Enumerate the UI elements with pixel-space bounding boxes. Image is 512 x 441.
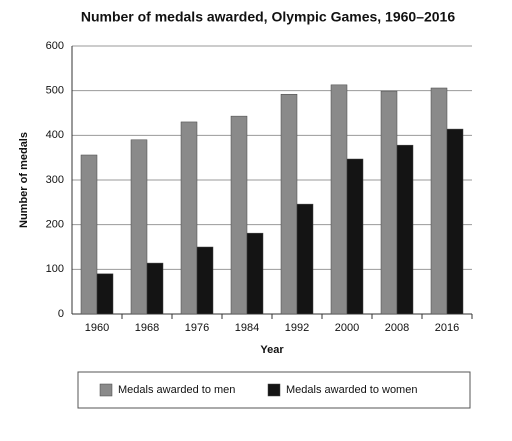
- bar: [130, 139, 148, 315]
- bar: [430, 87, 448, 315]
- y-tick-label: 300: [46, 174, 64, 186]
- legend-swatch: [99, 383, 113, 397]
- legend-label: Medals awarded to women: [286, 384, 417, 396]
- y-tick-label: 500: [46, 85, 64, 97]
- x-tick-label: 2000: [335, 322, 359, 334]
- bar: [396, 144, 414, 315]
- legend-swatch: [267, 383, 281, 397]
- x-tick-label: 1968: [135, 322, 159, 334]
- bar: [196, 246, 214, 315]
- y-axis-title: Number of medals: [18, 132, 30, 228]
- bar: [346, 158, 364, 315]
- bar: [96, 273, 114, 315]
- y-tick-label: 400: [46, 129, 64, 141]
- bar: [446, 128, 464, 315]
- bar: [180, 121, 198, 315]
- bar: [280, 93, 298, 315]
- y-tick-label: 600: [46, 40, 64, 52]
- x-tick-label: 2008: [385, 322, 409, 334]
- bar: [246, 232, 264, 315]
- x-tick-label: 1976: [185, 322, 209, 334]
- x-axis-title: Year: [260, 344, 284, 356]
- legend-box: [77, 371, 471, 409]
- bar: [380, 90, 398, 315]
- y-tick-label: 200: [46, 219, 64, 231]
- x-tick-label: 1960: [85, 322, 109, 334]
- bar: [296, 203, 314, 315]
- bar: [80, 154, 98, 315]
- x-tick-label: 1992: [285, 322, 309, 334]
- x-tick-label: 1984: [235, 322, 259, 334]
- y-tick-label: 0: [58, 308, 64, 320]
- bar: [146, 262, 164, 315]
- legend-label: Medals awarded to men: [118, 384, 235, 396]
- bar: [330, 84, 348, 315]
- bar: [230, 115, 248, 315]
- y-tick-label: 100: [46, 263, 64, 275]
- x-tick-label: 2016: [435, 322, 459, 334]
- chart-title: Number of medals awarded, Olympic Games,…: [81, 9, 456, 25]
